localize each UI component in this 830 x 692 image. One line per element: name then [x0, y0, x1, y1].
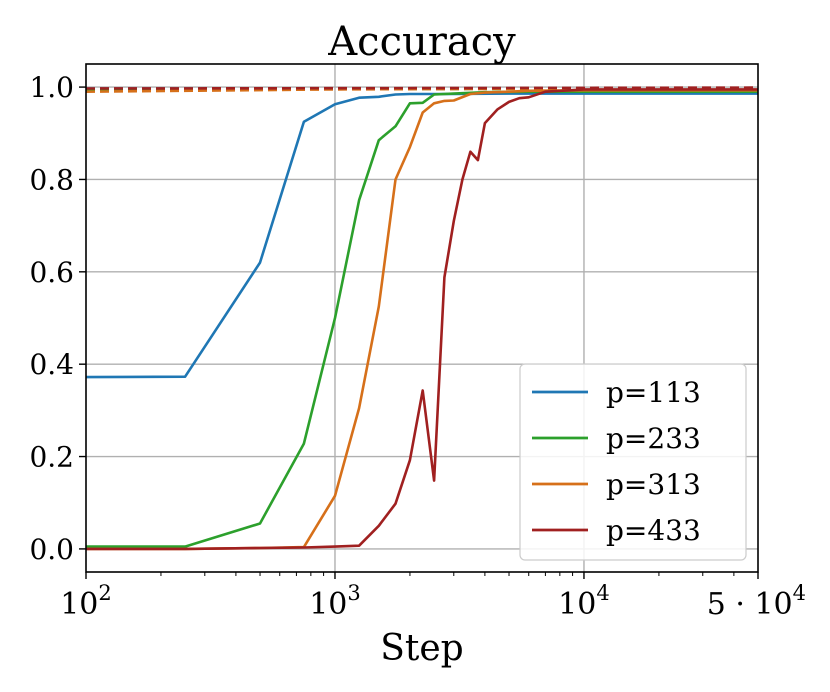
legend-entry: p=313 — [606, 468, 701, 501]
x-tick-label: 5 · 104 — [707, 581, 806, 622]
x-tick-exponent: 4 — [793, 581, 806, 605]
y-tick-label: 0.0 — [29, 533, 74, 566]
plot-frame — [85, 63, 759, 573]
x-tick-exponent: 4 — [596, 581, 609, 605]
x-tick-base: 5 · 10 — [707, 587, 793, 622]
y-tick-label: 0.4 — [29, 348, 74, 381]
legend: p=113 p=233 p=313 p=433 — [519, 363, 747, 561]
series-line-p=113 — [85, 92, 758, 379]
y-tick-label: 0.2 — [29, 441, 74, 474]
x-tick-exponent: 3 — [347, 581, 360, 605]
legend-entry: p=113 — [606, 376, 701, 409]
x-tick-base: 10 — [60, 587, 98, 622]
plot-lines — [85, 86, 759, 551]
series-line-p=433 — [86, 88, 758, 551]
x-tick-base: 10 — [558, 587, 596, 622]
dashed-series-line — [85, 86, 759, 90]
x-tick-label: 104 — [558, 581, 610, 622]
legend-entry: p=233 — [606, 422, 701, 455]
x-tick-label: 103 — [309, 581, 361, 622]
y-tick-label: 0.6 — [29, 256, 74, 289]
x-tick-base: 10 — [309, 587, 347, 622]
y-tick-label: 1.0 — [29, 71, 74, 104]
y-tick-label: 0.8 — [29, 163, 74, 196]
legend-entry: p=433 — [606, 514, 701, 547]
chart-title: Accuracy — [327, 19, 516, 65]
x-axis-label: Step — [380, 628, 463, 669]
x-tick-exponent: 2 — [98, 581, 111, 605]
x-tick-label: 102 — [60, 581, 112, 622]
legend-box — [519, 363, 747, 561]
